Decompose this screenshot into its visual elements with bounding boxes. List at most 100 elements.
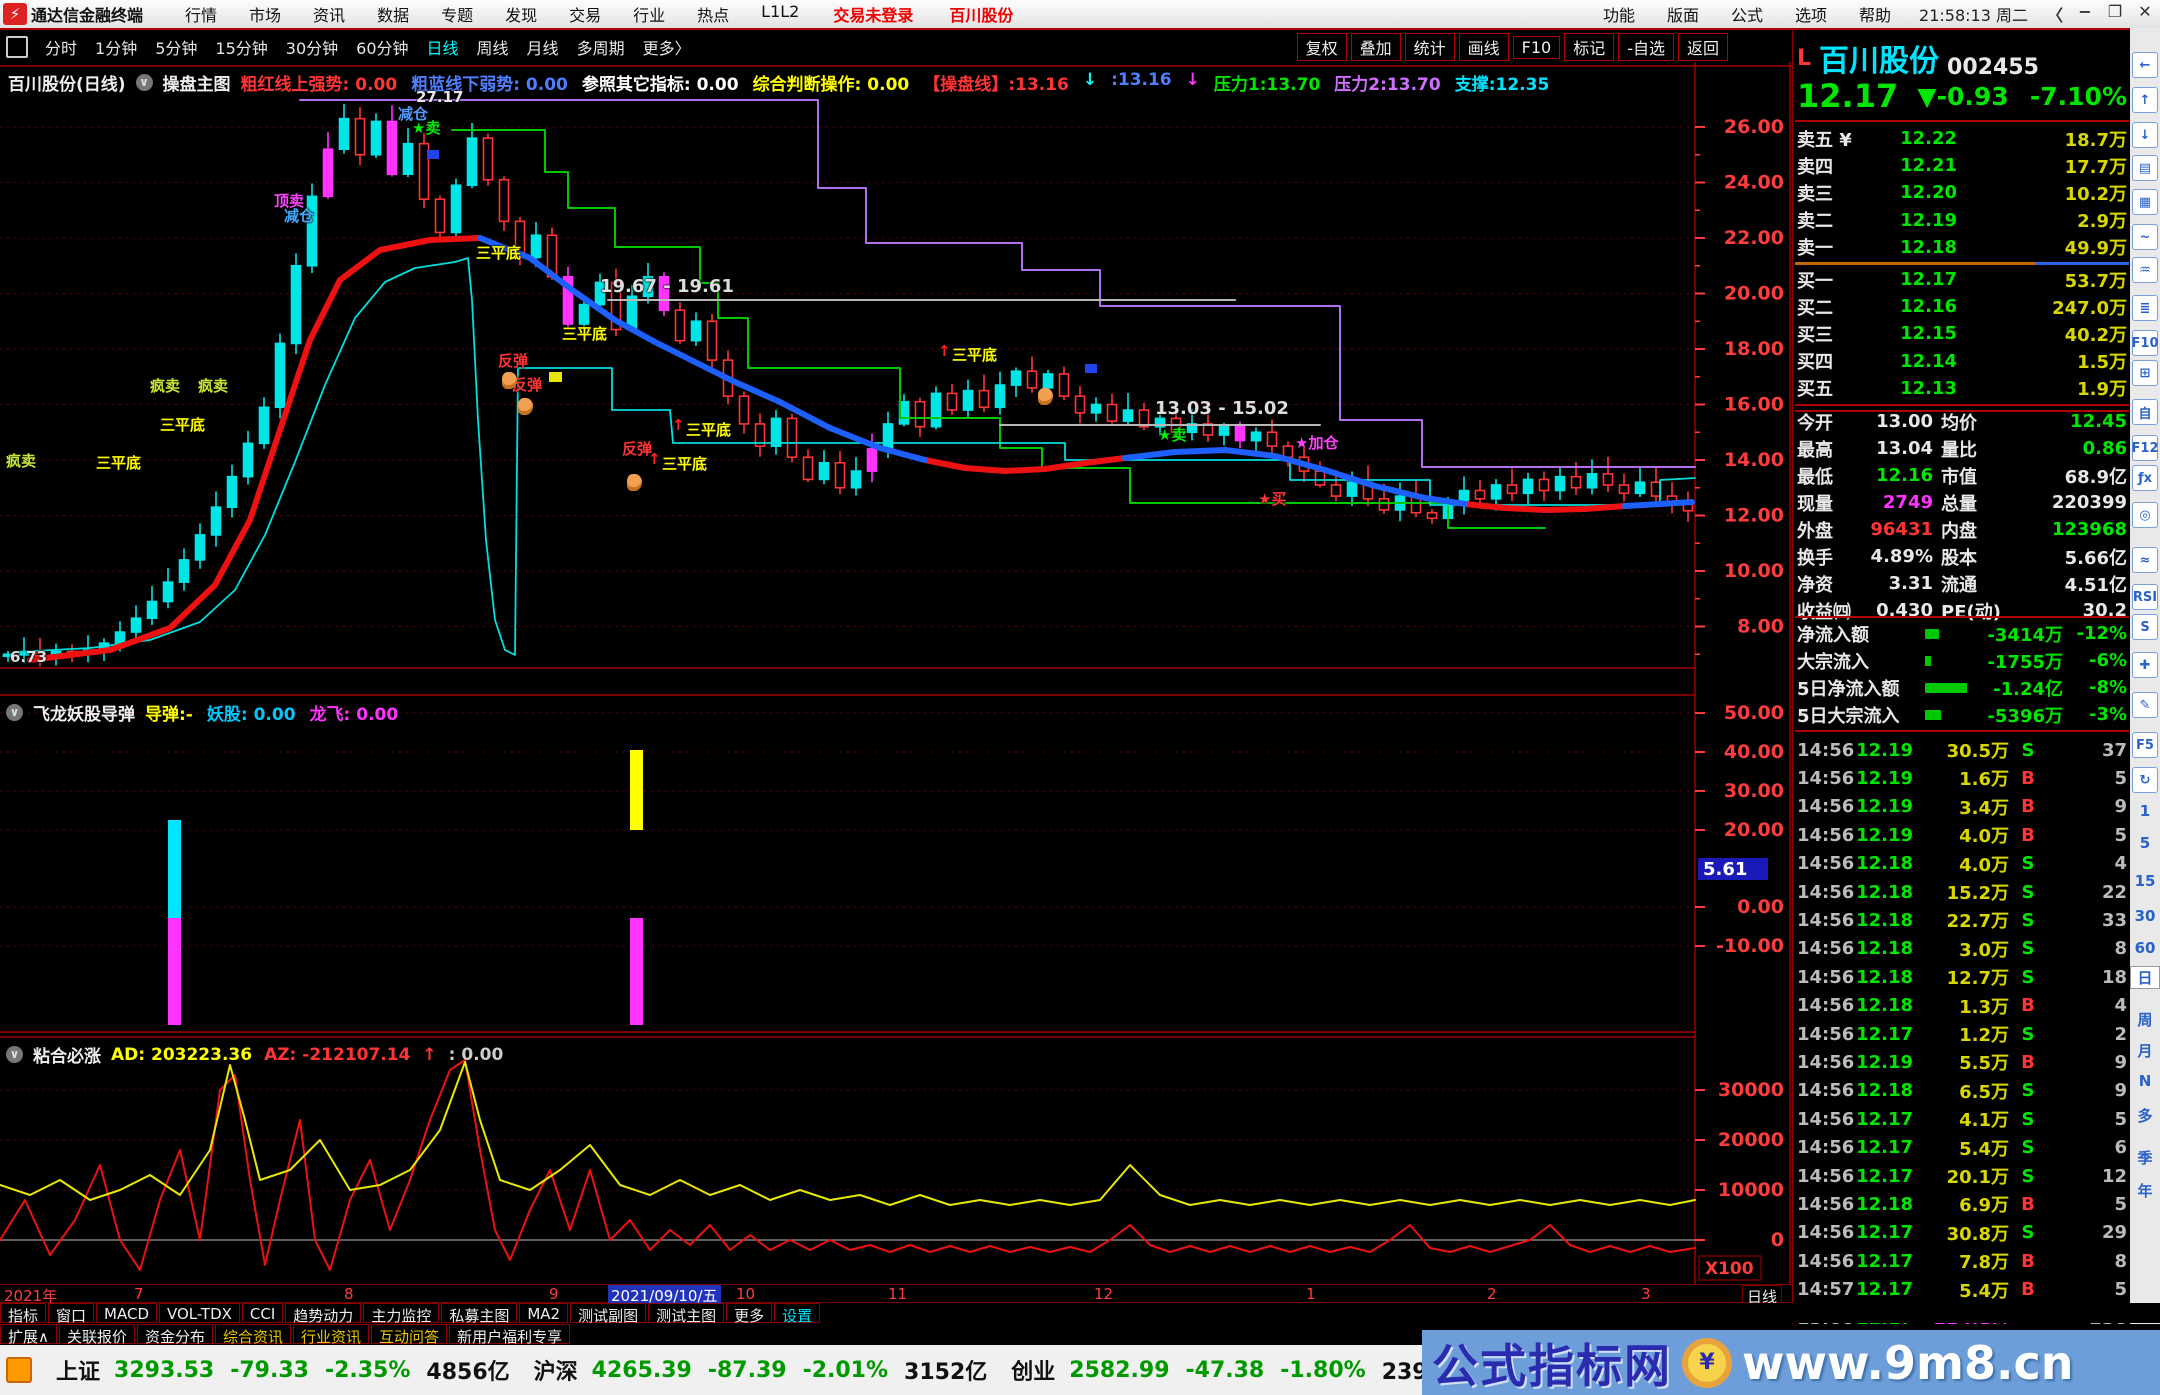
menu-item-资讯[interactable]: 资讯: [313, 6, 346, 25]
nav-back-button[interactable]: 〈: [2046, 6, 2063, 25]
menu-item-行业[interactable]: 行业: [633, 6, 666, 25]
menu-item-功能[interactable]: 功能: [1602, 6, 1635, 25]
tab-行业资讯[interactable]: 行业资讯: [293, 1324, 370, 1346]
timeline-label[interactable]: 2021年: [4, 1287, 58, 1305]
period-shortcut-多[interactable]: 多: [2137, 1107, 2153, 1125]
page-up-icon[interactable]: ↑: [2132, 87, 2158, 113]
rsi-icon[interactable]: RSI: [2132, 584, 2158, 610]
tab-测试副图[interactable]: 测试副图: [570, 1303, 647, 1325]
timeline-label[interactable]: 10: [736, 1285, 756, 1303]
tab-VOL-TDX[interactable]: VOL-TDX: [159, 1303, 240, 1323]
menu-item-交易[interactable]: 交易: [569, 6, 602, 25]
period-分时[interactable]: 分时: [45, 39, 78, 58]
index-name[interactable]: 创业: [1011, 1360, 1056, 1385]
timeline-label[interactable]: 11: [888, 1285, 908, 1303]
tab-资金分布[interactable]: 资金分布: [137, 1324, 214, 1346]
timeline-current-date[interactable]: 2021/09/10/五: [608, 1285, 721, 1306]
period-shortcut-60[interactable]: 60: [2134, 939, 2156, 957]
self-select-icon[interactable]: 自: [2132, 399, 2158, 425]
tab-互动问答[interactable]: 互动问答: [371, 1324, 448, 1346]
panel3-name[interactable]: 粘合必涨: [33, 1047, 101, 1067]
quote-board-icon[interactable]: ▦: [2132, 189, 2158, 215]
period-1分钟[interactable]: 1分钟: [95, 39, 138, 58]
period-60分钟[interactable]: 60分钟: [356, 39, 409, 58]
tab-主力监控[interactable]: 主力监控: [363, 1303, 440, 1325]
menu-item-公式[interactable]: 公式: [1731, 6, 1764, 25]
period-日线[interactable]: 日线: [426, 39, 459, 58]
timeline-label[interactable]: 12: [1094, 1285, 1114, 1303]
trade-login-status[interactable]: 交易未登录: [833, 6, 914, 25]
tab-MACD[interactable]: MACD: [96, 1303, 157, 1323]
back-icon[interactable]: ←: [2132, 52, 2158, 78]
toolbar-button-画线[interactable]: 画线: [1458, 33, 1509, 61]
period-shortcut-周[interactable]: 周: [2137, 1011, 2153, 1029]
stock-name[interactable]: 百川股份: [1819, 44, 1940, 79]
menu-item-热点[interactable]: 热点: [697, 6, 730, 25]
tab-关联报价[interactable]: 关联报价: [58, 1324, 135, 1346]
toolbar-button-统计[interactable]: 统计: [1404, 33, 1455, 61]
period-15分钟[interactable]: 15分钟: [215, 39, 268, 58]
kline-icon[interactable]: ♒: [2132, 257, 2158, 283]
period-shortcut-月[interactable]: 月: [2137, 1042, 2153, 1060]
restore-button[interactable]: ❐: [2107, 2, 2123, 21]
toolbar-button-标记[interactable]: 标记: [1564, 33, 1615, 61]
draw-icon[interactable]: ✎: [2132, 692, 2158, 718]
f10-icon[interactable]: F10: [2132, 330, 2159, 356]
f12-icon[interactable]: F12: [2132, 435, 2159, 461]
radar-icon[interactable]: ◎: [2132, 502, 2158, 528]
period-shortcut-30[interactable]: 30: [2134, 907, 2156, 925]
formula-icon[interactable]: ƒx: [2132, 465, 2158, 491]
timeline-label[interactable]: 7: [134, 1285, 144, 1303]
period-更多〉[interactable]: 更多〉: [642, 39, 691, 58]
menu-item-版面[interactable]: 版面: [1666, 6, 1699, 25]
tab-设置[interactable]: 设置: [774, 1303, 821, 1325]
chart-canvas[interactable]: 26.00 24.00 22.00 20.00 18.00 16.00 14.00 12.00…: [0, 62, 1792, 1285]
menu-item-行情[interactable]: 行情: [185, 6, 218, 25]
index-name[interactable]: 上证: [56, 1360, 101, 1385]
tab-趋势动力[interactable]: 趋势动力: [285, 1303, 362, 1325]
period-shortcut-年[interactable]: 年: [2137, 1182, 2153, 1200]
timeline-label[interactable]: 8: [344, 1285, 354, 1303]
panel2-name[interactable]: 飞龙妖股导弹: [33, 705, 135, 725]
tab-窗口[interactable]: 窗口: [48, 1303, 95, 1325]
index-name[interactable]: 沪深: [533, 1360, 578, 1385]
chevron-down-icon[interactable]: ∨: [135, 74, 153, 91]
tab-更多[interactable]: 更多: [726, 1303, 773, 1325]
refresh-icon[interactable]: ↻: [2132, 767, 2158, 793]
menu-item-发现[interactable]: 发现: [505, 6, 538, 25]
panel-toggle-icon[interactable]: [6, 36, 28, 58]
toolbar-button-F10[interactable]: F10: [1512, 35, 1561, 59]
timeline-label[interactable]: 3: [1641, 1285, 1651, 1303]
page-down-icon[interactable]: ↓: [2132, 122, 2158, 148]
tab-私募主图[interactable]: 私募主图: [441, 1303, 518, 1325]
toolbar-button-复权[interactable]: 复权: [1296, 33, 1347, 61]
menu-item-数据[interactable]: 数据: [377, 6, 410, 25]
period-shortcut-15[interactable]: 15: [2134, 872, 2156, 890]
toolbar-button-叠加[interactable]: 叠加: [1350, 33, 1401, 61]
period-shortcut-1[interactable]: 1: [2139, 802, 2151, 820]
period-多周期[interactable]: 多周期: [576, 39, 625, 58]
tab-MA2[interactable]: MA2: [519, 1303, 569, 1323]
period-shortcut-日[interactable]: 日: [2130, 966, 2160, 989]
period-shortcut-季[interactable]: 季: [2137, 1149, 2153, 1167]
period-shortcut-N[interactable]: N: [2138, 1072, 2152, 1090]
chevron-down-icon[interactable]: ∨: [6, 1046, 23, 1063]
tab-扩展∧[interactable]: 扩展∧: [0, 1324, 57, 1346]
wave-icon[interactable]: ≈: [2132, 547, 2158, 573]
timeline-axis[interactable]: 2021年 7 8 9 10 11 12 1 2 3 2021/09/10/五 日线: [0, 1285, 1792, 1308]
signal-icon[interactable]: S: [2132, 614, 2158, 640]
tab-指标[interactable]: 指标: [0, 1303, 47, 1325]
report-icon[interactable]: ▤: [2132, 155, 2158, 181]
tab-综合资讯[interactable]: 综合资讯: [215, 1324, 292, 1346]
period-月线[interactable]: 月线: [526, 39, 559, 58]
move-icon[interactable]: ✚: [2132, 652, 2158, 678]
stock-shortcut[interactable]: 百川股份: [949, 6, 1014, 25]
f5-icon[interactable]: F5: [2132, 732, 2158, 758]
timeline-label[interactable]: 1: [1306, 1285, 1316, 1303]
period-5分钟[interactable]: 5分钟: [155, 39, 198, 58]
toolbar-button-返回[interactable]: 返回: [1677, 33, 1728, 61]
tab-新用户福利专享[interactable]: 新用户福利专享: [449, 1324, 571, 1346]
period-30分钟[interactable]: 30分钟: [285, 39, 339, 58]
menu-item-选项[interactable]: 选项: [1795, 6, 1828, 25]
menu-item-市场[interactable]: 市场: [249, 6, 282, 25]
